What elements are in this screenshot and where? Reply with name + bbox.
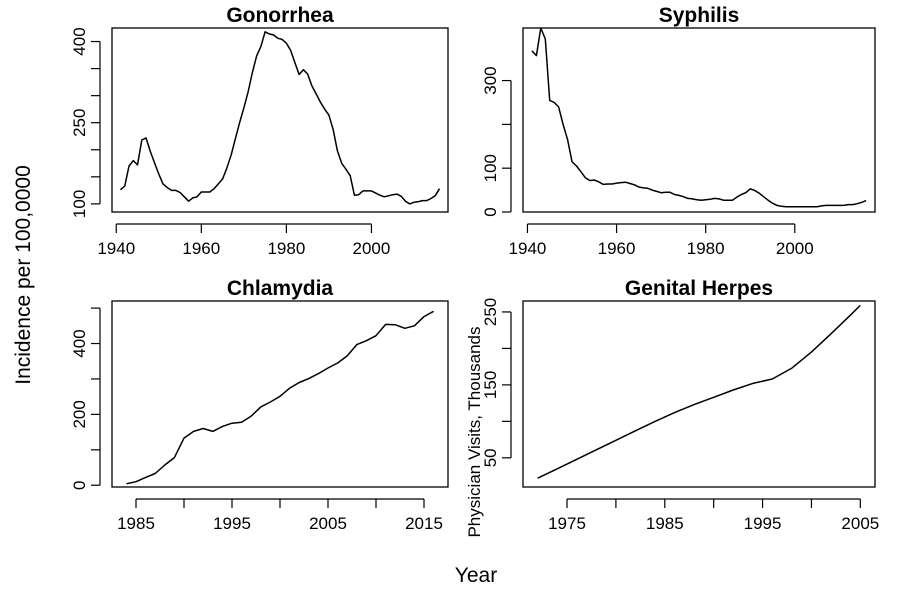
x-tick-label: 1940	[509, 239, 547, 258]
panel-2: Syphilis 1940 1960 1980 2000 0 100 300	[481, 4, 876, 258]
panel-frame	[522, 300, 876, 488]
panel-title: Chlamydia	[227, 277, 334, 300]
y-tick-label: 100	[481, 154, 500, 182]
x-tick-label: 2015	[405, 514, 443, 533]
y-tick-label: 400	[70, 27, 89, 55]
x-tick-label: 1980	[267, 239, 305, 258]
x-tick-label: 1960	[598, 239, 636, 258]
panel-ylabel: Physician Visits, Thousands	[465, 326, 484, 537]
series-line	[531, 27, 867, 208]
y-tick-label: 50	[481, 448, 500, 467]
y-tick-label: 250	[70, 109, 89, 137]
x-tick-label: 2000	[776, 239, 814, 258]
panel-title: Syphilis	[659, 4, 740, 27]
x-tick-label: 1995	[213, 514, 251, 533]
series-line	[120, 31, 441, 205]
panel-frame	[111, 27, 449, 213]
x-tick-label: 1985	[117, 514, 155, 533]
panel-4: Genital Herpes 1975 1985 1995 2005 50 150 250Ph…	[465, 277, 879, 538]
y-tick-label: 0	[70, 480, 89, 489]
panel-1: Gonorrhea 1940 1960 1980 2000 100 250 400	[70, 4, 449, 258]
panel-frame	[522, 27, 876, 213]
x-tick-label: 1960	[182, 239, 220, 258]
panel-3: Chlamydia 1985 1995 2005 2015 0 200 400	[70, 277, 449, 533]
x-tick-label: 2005	[309, 514, 347, 533]
series-line	[126, 310, 434, 485]
figure-xlabel: Year	[455, 564, 497, 587]
x-tick-label: 1980	[687, 239, 725, 258]
y-tick-label: 250	[481, 298, 500, 326]
y-tick-label: 200	[70, 400, 89, 428]
y-tick-label: 0	[481, 207, 500, 216]
y-tick-label: 100	[70, 190, 89, 218]
x-tick-label: 2000	[353, 239, 391, 258]
panel-title: Gonorrhea	[226, 4, 334, 27]
panel-frame	[111, 300, 449, 488]
figure-ylabel: Incidence per 100,0000	[12, 165, 35, 385]
x-tick-label: 1975	[548, 514, 586, 533]
x-tick-label: 2005	[841, 514, 879, 533]
series-line	[537, 304, 861, 479]
x-tick-label: 1985	[646, 514, 684, 533]
panel-title: Genital Herpes	[625, 277, 773, 300]
y-tick-label: 150	[481, 371, 500, 399]
y-tick-label: 300	[481, 66, 500, 94]
y-tick-label: 400	[70, 329, 89, 357]
x-tick-label: 1940	[97, 239, 135, 258]
x-tick-label: 1995	[744, 514, 782, 533]
